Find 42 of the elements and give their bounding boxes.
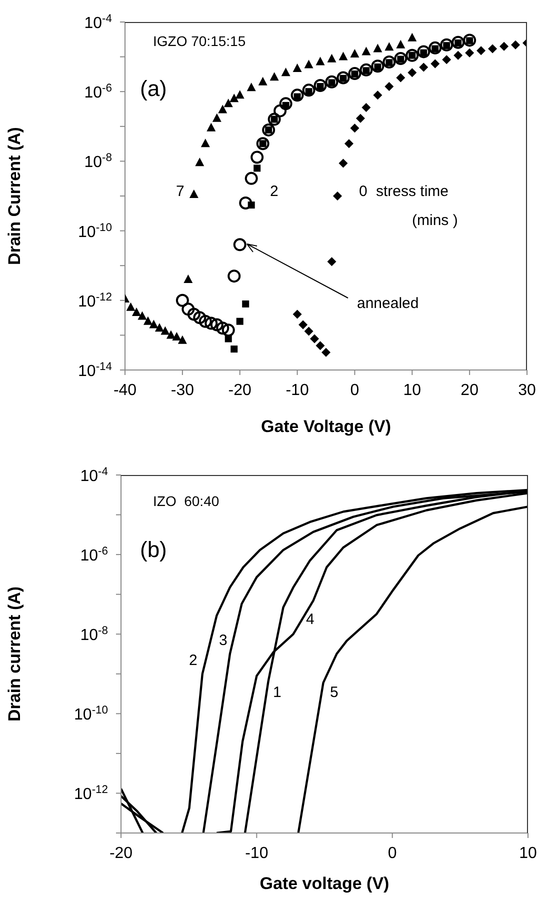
annotation: (mins ) (412, 212, 458, 229)
y-tick-label: 10$^{-8}$ (80, 625, 108, 644)
y-tick-label: 10$^{-14}$ (78, 361, 112, 380)
x-tick-label: -40 (113, 382, 137, 399)
y-tick-label: 10$^{-10}$ (78, 222, 112, 241)
x-tick-label: 0 (388, 845, 397, 862)
y-axis-title: Drain Current (A) (5, 127, 24, 265)
series-label: 7 (176, 183, 184, 200)
x-tick-label: 30 (518, 382, 536, 399)
x-tick-label: -20 (109, 845, 133, 862)
x-tick-label: 10 (403, 382, 422, 399)
x-tick-label: 10 (519, 845, 537, 862)
text: annealed (357, 295, 419, 312)
y-tick-label: 10$^{-8}$ (84, 152, 112, 172)
y-axis-title: Drain current (A) (5, 586, 24, 722)
y-tick-label: 10$^{-4}$ (84, 13, 112, 32)
annotation: (a) (140, 76, 167, 101)
series-label: 3 (219, 632, 228, 649)
series-label: 0 (359, 183, 368, 200)
x-axis-title: Gate Voltage (V) (260, 417, 392, 436)
y-tick-label: 10$^{-10}$ (74, 704, 108, 724)
series-label: 5 (330, 684, 338, 701)
y-tick-label: 10$^{-12}$ (74, 784, 108, 804)
x-tick-label: -20 (228, 382, 252, 399)
series-label: 1 (273, 684, 282, 701)
x-tick-label: -10 (286, 382, 309, 399)
x-axis-title: Gate voltage (V) (260, 874, 390, 893)
series-label: 2 (270, 183, 278, 200)
x-tick-label: -30 (170, 382, 194, 399)
annotation: IGZO 70:15:15 (153, 33, 246, 49)
y-tick-label: 10$^{-4}$ (80, 466, 108, 485)
y-tick-label: 10$^{-12}$ (78, 291, 112, 310)
annotation: IZO 60:40 (153, 493, 220, 509)
series-label: 4 (306, 611, 314, 628)
series-label: 2 (189, 652, 198, 669)
annotation: (b) (140, 537, 167, 562)
y-tick-label: 10$^{-6}$ (80, 546, 108, 565)
x-tick-label: 0 (350, 382, 360, 399)
annotation: stress time (376, 183, 449, 200)
x-tick-label: 20 (460, 382, 479, 399)
y-tick-label: 10$^{-6}$ (84, 82, 112, 102)
x-tick-label: -10 (245, 845, 268, 862)
